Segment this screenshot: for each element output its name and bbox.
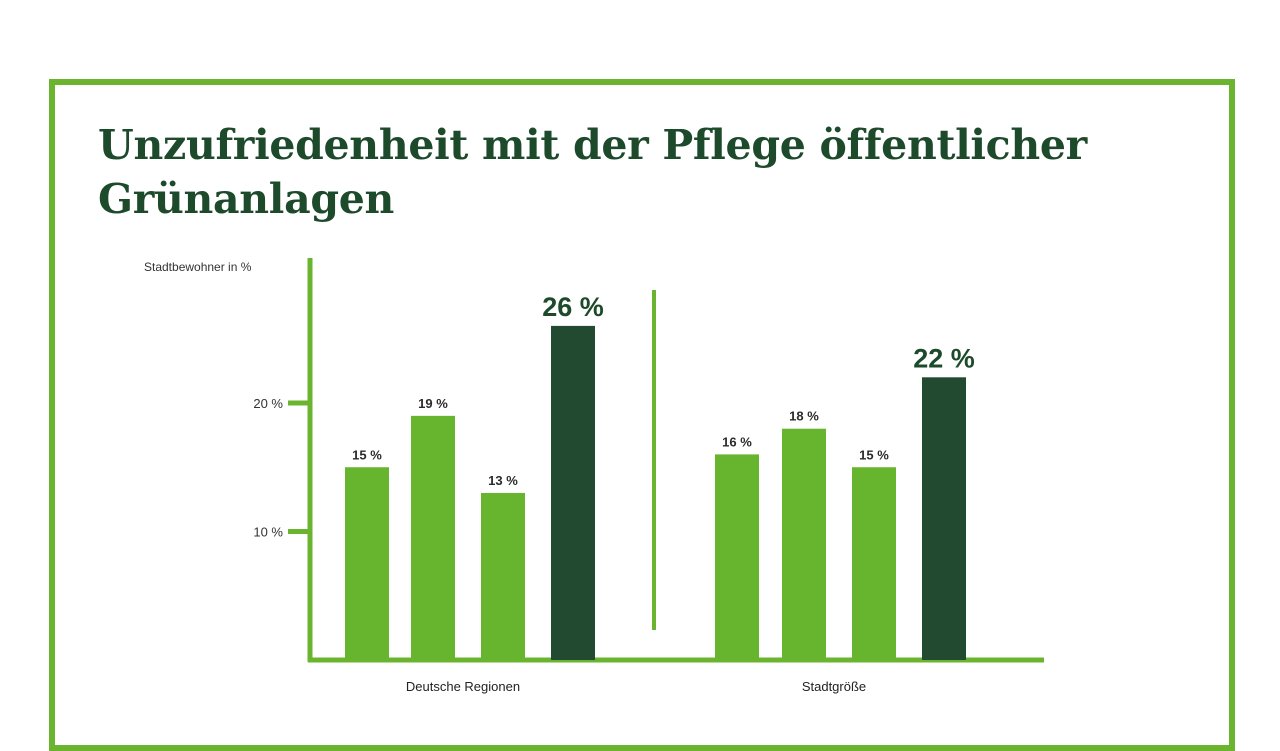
bar-chart: Stadtbewohner in % 10 % 20 % 15 % 19 % 13 %…	[144, 258, 1044, 694]
bar	[852, 467, 896, 660]
bar-value-label: 16 %	[722, 434, 752, 449]
bar-highlight	[551, 325, 595, 660]
group-label: Deutsche Regionen	[406, 679, 520, 694]
bar-value-label: 26 %	[542, 292, 604, 322]
bar-value-label: 19 %	[418, 396, 448, 411]
bar-value-label: 15 %	[859, 447, 889, 462]
y-axis-label: Stadtbewohner in %	[144, 260, 252, 274]
y-tick-label: 10 %	[253, 525, 283, 540]
value-labels: 15 % 19 % 13 % 26 % 16 % 18 % 15 % 22 %	[352, 292, 975, 488]
y-tick-label: 20 %	[253, 396, 283, 411]
bar-value-label: 15 %	[352, 447, 382, 462]
bar	[411, 415, 455, 660]
bar-value-label: 22 %	[913, 343, 975, 373]
group-labels: Deutsche Regionen Stadtgröße	[406, 679, 866, 694]
bar	[715, 454, 759, 660]
bar	[782, 428, 826, 660]
bar	[481, 492, 525, 660]
bar-highlight	[922, 377, 966, 660]
bar-value-label: 18 %	[789, 409, 819, 424]
group-label: Stadtgröße	[802, 679, 866, 694]
bars	[345, 325, 966, 660]
bar	[345, 467, 389, 660]
chart-title: Unzufriedenheit mit der Pflege öffentlic…	[98, 121, 1087, 223]
y-ticks: 10 % 20 %	[253, 396, 308, 540]
bar-value-label: 13 %	[488, 473, 518, 488]
